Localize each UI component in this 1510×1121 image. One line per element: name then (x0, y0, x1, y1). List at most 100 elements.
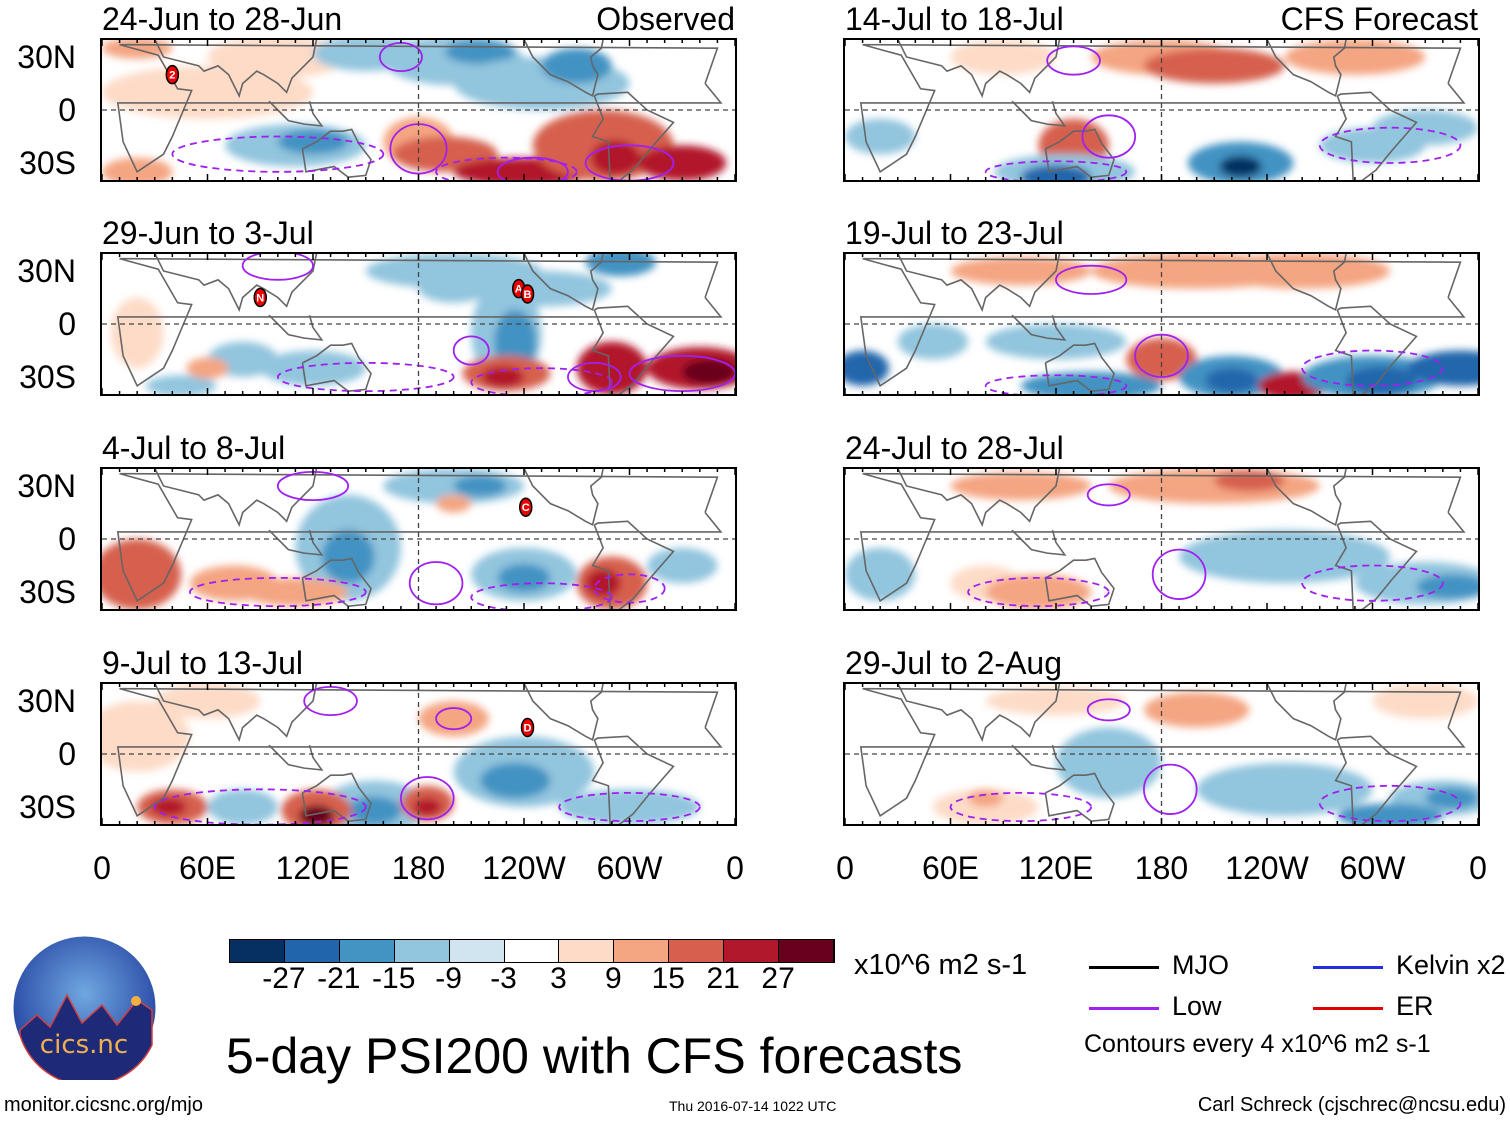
map-panel: D (100, 682, 737, 826)
anomaly-shading (145, 375, 217, 394)
low-contour (470, 367, 613, 394)
coastline (897, 469, 1061, 528)
low-contour (1055, 264, 1128, 295)
coastline (859, 472, 1466, 603)
anomaly-shading (480, 762, 551, 799)
colorbar-swatch (284, 940, 340, 962)
logo-graphic: cics.nc (13, 936, 156, 1087)
lon-label: 0 (836, 850, 854, 886)
lat-label: 0 (58, 521, 76, 557)
colorbar-label: 3 (550, 962, 567, 995)
lat-label: 30S (19, 359, 76, 395)
legend-line-low (1089, 1007, 1159, 1010)
map-panel (843, 252, 1480, 396)
lon-label: 60W (1339, 850, 1406, 886)
lon-label: 120E (275, 850, 351, 886)
low-contour (1151, 548, 1207, 600)
coastline (301, 342, 372, 392)
lon-label: 120E (1018, 850, 1094, 886)
colorbar (229, 939, 835, 963)
lat-label: 0 (58, 92, 76, 128)
website-link[interactable]: monitor.cicsnc.org/mjo (4, 1094, 203, 1116)
anomaly-shading (260, 350, 366, 386)
colorbar-label: -3 (490, 962, 517, 995)
anomaly-shading (436, 494, 472, 513)
anomaly-shading (1179, 530, 1391, 584)
legend-label: Kelvin x2 (1396, 950, 1506, 980)
anomaly-shading (950, 256, 1092, 286)
lon-label: 120W (1225, 850, 1309, 886)
low-contour (984, 160, 1128, 180)
colorbar-swatch (614, 940, 670, 962)
coastline (116, 257, 723, 388)
anomaly-shading (321, 530, 375, 584)
coastline (1044, 772, 1115, 822)
coastline (1266, 254, 1347, 312)
low-contour (241, 254, 314, 281)
coastline (154, 40, 318, 99)
panel-title: 9-Jul to 13-Jul (102, 645, 303, 681)
coastline (301, 557, 372, 607)
column-label: CFS Forecast (1280, 1, 1478, 37)
legend-label: ER (1396, 991, 1434, 1021)
anomaly-shading (682, 359, 735, 385)
coastline (523, 40, 604, 98)
anomaly-shading (453, 475, 507, 497)
coastline (1044, 128, 1115, 178)
storm-marker: D (520, 717, 535, 738)
lat-label: 0 (58, 736, 76, 772)
panel-title: 19-Jul to 23-Jul (845, 215, 1064, 251)
psi200-anomaly-map: C (102, 469, 735, 609)
logo-text: cics.nc (40, 1030, 128, 1060)
coastline (154, 684, 318, 743)
coastline (154, 254, 318, 313)
low-contour (1046, 45, 1101, 76)
lon-label: 180 (391, 850, 446, 886)
coastline (859, 257, 1466, 388)
low-contour (1301, 564, 1444, 602)
anomaly-shading (647, 547, 718, 584)
low-contour (171, 135, 385, 173)
storm-marker: N (253, 287, 267, 308)
colorbar-label: -9 (435, 962, 462, 995)
coastline (1266, 469, 1347, 527)
panel-title: 24-Jun to 28-Jun (102, 1, 343, 37)
anomaly-shading (1425, 787, 1478, 809)
coastline (523, 254, 604, 312)
coastline (591, 91, 675, 180)
coastline (859, 43, 1466, 174)
coastline (1011, 529, 1067, 556)
anomaly-shading (277, 129, 349, 155)
coastline (1044, 557, 1115, 607)
lon-label: 60E (922, 850, 979, 886)
anomaly-shading (585, 254, 656, 277)
coastline (1334, 520, 1418, 609)
low-contour (1134, 333, 1189, 378)
anomaly-shading (1346, 366, 1417, 394)
coastline (523, 684, 604, 742)
anomaly-shading (154, 684, 261, 719)
panel-title: 29-Jul to 2-Aug (845, 645, 1063, 681)
lat-label: 30N (17, 468, 76, 504)
lon-label: 0 (93, 850, 111, 886)
coastline (591, 520, 675, 609)
low-contour (1086, 483, 1131, 507)
cics-logo: cics.nc (12, 935, 157, 1087)
low-contour (584, 144, 675, 180)
colorbar-units: x10^6 m2 s-1 (854, 949, 1028, 981)
lon-label: 0 (726, 850, 744, 886)
legend-label: Low (1172, 991, 1222, 1021)
low-contour (435, 156, 578, 180)
colorbar-label: 21 (706, 962, 740, 995)
psi200-anomaly-map (845, 684, 1478, 824)
lat-label: 30S (19, 145, 76, 181)
storm-marker: B (520, 284, 535, 304)
coastline (897, 40, 1061, 99)
anomaly-shading (110, 297, 164, 369)
storm-marker: C (519, 497, 533, 517)
storm-label: D (524, 723, 532, 735)
map-panel (843, 467, 1480, 611)
anomaly-shading (985, 574, 1092, 609)
anomaly-shading (950, 40, 1056, 75)
legend-label: MJO (1172, 950, 1229, 980)
